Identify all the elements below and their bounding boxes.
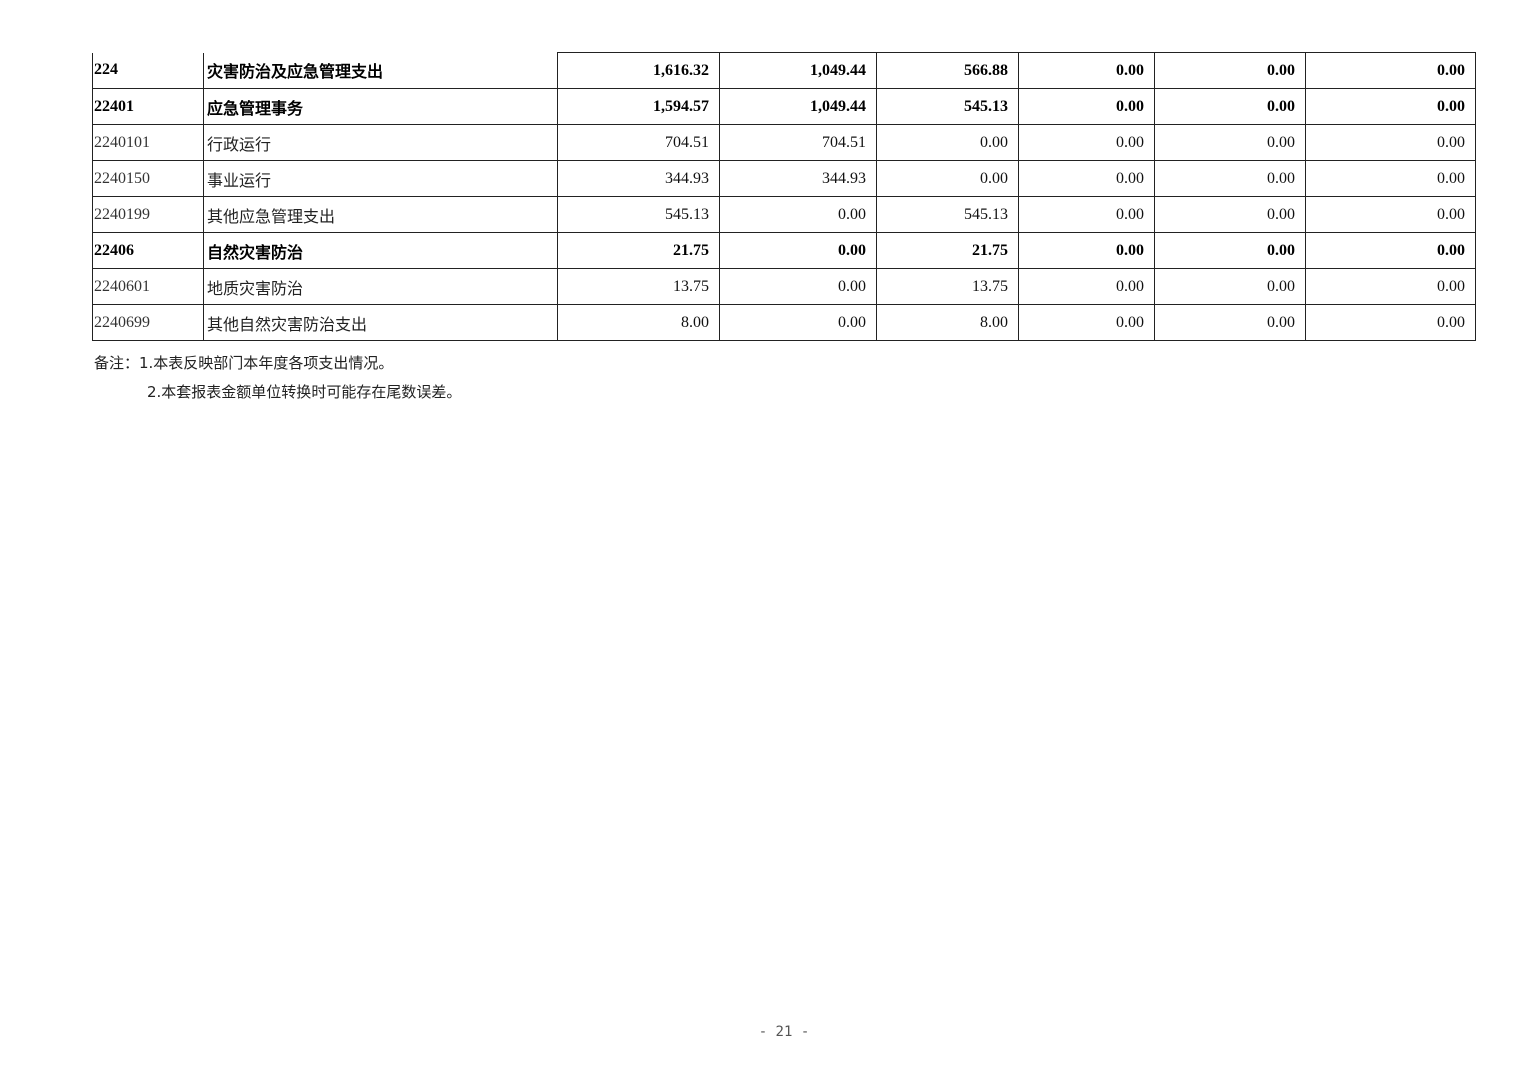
page-number: - 21 -	[758, 1024, 810, 1040]
amount-cell: 0.00	[1154, 160, 1306, 197]
amount-cell: 0.00	[719, 196, 877, 233]
amount-cell: 0.00	[1305, 124, 1476, 161]
table-row: 2240601 地质灾害防治 13.75 0.00 13.75 0.00 0.00 0.00	[92, 268, 1476, 305]
amount-cell: 0.00	[1154, 304, 1306, 341]
amount-cell: 704.51	[719, 124, 877, 161]
amount-cell: 0.00	[1018, 232, 1155, 269]
note-1: 备注：1.本表反映部门本年度各项支出情况。	[94, 354, 394, 372]
amount-cell: 0.00	[1018, 268, 1155, 305]
amount-cell: 0.00	[1154, 124, 1306, 161]
subject-code: 2240101	[92, 124, 204, 161]
subject-name: 地质灾害防治	[203, 268, 558, 305]
amount-cell: 0.00	[1154, 268, 1306, 305]
amount-cell: 0.00	[1305, 304, 1476, 341]
amount-cell: 0.00	[719, 304, 877, 341]
amount-cell: 566.88	[876, 52, 1019, 89]
amount-cell: 13.75	[557, 268, 720, 305]
amount-cell: 0.00	[1018, 196, 1155, 233]
subject-code: 22406	[92, 232, 204, 269]
amount-cell: 1,049.44	[719, 88, 877, 125]
amount-cell: 1,594.57	[557, 88, 720, 125]
amount-cell: 8.00	[557, 304, 720, 341]
amount-cell: 0.00	[1018, 52, 1155, 89]
amount-cell: 344.93	[557, 160, 720, 197]
amount-cell: 0.00	[1305, 268, 1476, 305]
expenditure-table: 224 灾害防治及应急管理支出 1,616.32 1,049.44 566.88 0.00…	[92, 52, 1476, 341]
amount-cell: 21.75	[876, 232, 1019, 269]
amount-cell: 0.00	[1018, 88, 1155, 125]
table-row: 22401 应急管理事务 1,594.57 1,049.44 545.13 0.00 0.0…	[92, 88, 1476, 125]
subject-code: 2240699	[92, 304, 204, 341]
subject-code: 2240199	[92, 196, 204, 233]
subject-name: 其他应急管理支出	[203, 196, 558, 233]
amount-cell: 21.75	[557, 232, 720, 269]
amount-cell: 0.00	[1018, 304, 1155, 341]
subject-code: 224	[92, 52, 204, 89]
subject-code: 2240150	[92, 160, 204, 197]
table-row: 2240150 事业运行 344.93 344.93 0.00 0.00 0.00 0.00	[92, 160, 1476, 197]
subject-name: 自然灾害防治	[203, 232, 558, 269]
amount-cell: 1,049.44	[719, 52, 877, 89]
table-row: 224 灾害防治及应急管理支出 1,616.32 1,049.44 566.88 0.00…	[92, 52, 1476, 89]
amount-cell: 545.13	[876, 196, 1019, 233]
amount-cell: 0.00	[1154, 52, 1306, 89]
amount-cell: 1,616.32	[557, 52, 720, 89]
table-row: 22406 自然灾害防治 21.75 0.00 21.75 0.00 0.00 0.00	[92, 232, 1476, 269]
amount-cell: 0.00	[1154, 196, 1306, 233]
subject-code: 22401	[92, 88, 204, 125]
amount-cell: 13.75	[876, 268, 1019, 305]
amount-cell: 0.00	[1305, 88, 1476, 125]
amount-cell: 0.00	[1305, 232, 1476, 269]
subject-name: 灾害防治及应急管理支出	[203, 52, 558, 89]
amount-cell: 0.00	[1154, 88, 1306, 125]
subject-code: 2240601	[92, 268, 204, 305]
subject-name: 行政运行	[203, 124, 558, 161]
amount-cell: 0.00	[1305, 160, 1476, 197]
table-row: 2240101 行政运行 704.51 704.51 0.00 0.00 0.00 0.00	[92, 124, 1476, 161]
amount-cell: 545.13	[557, 196, 720, 233]
amount-cell: 0.00	[1305, 52, 1476, 89]
amount-cell: 0.00	[876, 160, 1019, 197]
amount-cell: 0.00	[1018, 160, 1155, 197]
table-row: 2240699 其他自然灾害防治支出 8.00 0.00 8.00 0.00 0.00 0.0…	[92, 304, 1476, 341]
subject-name: 事业运行	[203, 160, 558, 197]
amount-cell: 545.13	[876, 88, 1019, 125]
amount-cell: 0.00	[1018, 124, 1155, 161]
note-2: 2.本套报表金额单位转换时可能存在尾数误差。	[147, 383, 462, 401]
amount-cell: 344.93	[719, 160, 877, 197]
amount-cell: 0.00	[719, 268, 877, 305]
amount-cell: 0.00	[876, 124, 1019, 161]
subject-name: 应急管理事务	[203, 88, 558, 125]
amount-cell: 0.00	[719, 232, 877, 269]
amount-cell: 8.00	[876, 304, 1019, 341]
table-row: 2240199 其他应急管理支出 545.13 0.00 545.13 0.00 0.00 0…	[92, 196, 1476, 233]
amount-cell: 0.00	[1305, 196, 1476, 233]
subject-name: 其他自然灾害防治支出	[203, 304, 558, 341]
amount-cell: 704.51	[557, 124, 720, 161]
amount-cell: 0.00	[1154, 232, 1306, 269]
